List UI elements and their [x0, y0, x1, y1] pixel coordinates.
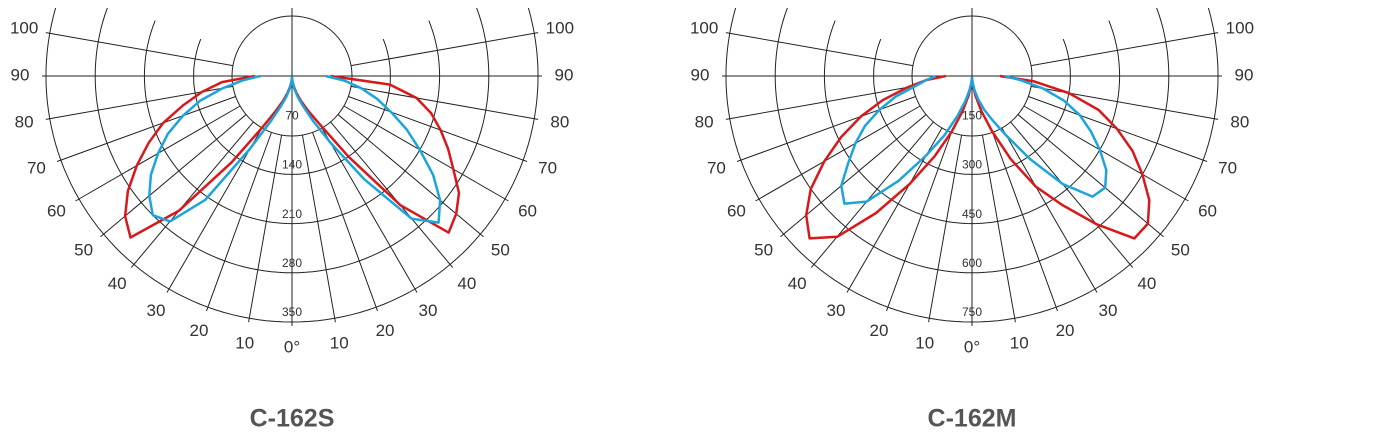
- curve: [148, 74, 442, 224]
- grid-spoke: [928, 135, 963, 323]
- grid-spoke: [45, 32, 233, 67]
- grid-spoke: [337, 114, 484, 238]
- chart-title: C-162M: [928, 405, 1017, 433]
- angle-label: 80: [550, 113, 569, 132]
- angle-label: 100: [690, 18, 718, 37]
- grid-spoke: [780, 114, 927, 238]
- angle-label: 60: [1198, 201, 1217, 220]
- grid-spoke: [166, 127, 263, 293]
- grid-spoke: [130, 121, 254, 268]
- angle-label: 60: [518, 201, 537, 220]
- angle-label: 60: [727, 201, 746, 220]
- radial-label: 280: [282, 256, 302, 270]
- grid-spoke: [1031, 32, 1219, 67]
- chart-title: C-162S: [250, 405, 335, 433]
- grid-spoke: [1017, 114, 1164, 238]
- angle-label: 80: [695, 113, 714, 132]
- radial-label: 600: [962, 256, 982, 270]
- angle-label: 30: [419, 301, 438, 320]
- polar-grid: [722, 8, 1222, 326]
- grid-spoke: [321, 127, 418, 293]
- grid-spoke: [1031, 85, 1219, 120]
- grid-spoke: [725, 85, 913, 120]
- angle-label: 50: [754, 240, 773, 259]
- grid-spoke: [755, 105, 921, 202]
- angle-label: 100: [10, 18, 38, 37]
- grid-spoke: [56, 96, 236, 162]
- radial-label: 70: [285, 108, 299, 122]
- radial-label: 150: [962, 108, 982, 122]
- angle-label: 80: [1230, 113, 1249, 132]
- grid-spoke: [810, 121, 934, 268]
- angle-label: 100: [1226, 18, 1254, 37]
- angle-label: 50: [74, 240, 93, 259]
- angle-label: 50: [491, 240, 510, 259]
- curve: [840, 74, 1108, 205]
- grid-spoke: [351, 85, 539, 120]
- grid-spoke: [301, 135, 336, 323]
- grid-spoke: [1001, 127, 1098, 293]
- angle-label: 70: [707, 159, 726, 178]
- grid-spoke: [1023, 105, 1189, 202]
- radial-label: 300: [962, 158, 982, 172]
- grid-spoke: [348, 96, 528, 162]
- grid-spoke: [886, 132, 952, 312]
- angle-label: 70: [538, 159, 557, 178]
- angle-label: 30: [147, 301, 166, 320]
- grid-spoke: [248, 135, 283, 323]
- radial-label: 140: [282, 158, 302, 172]
- angle-label: 0°: [964, 337, 980, 356]
- angle-label: 90: [11, 65, 30, 84]
- grid-spoke: [725, 32, 913, 67]
- plot-layer: [42, 8, 1222, 326]
- radial-label: 750: [962, 305, 982, 319]
- radial-label: 350: [282, 305, 302, 319]
- grid-spoke: [736, 96, 916, 162]
- polar-grid: [42, 8, 542, 326]
- angle-label: 80: [15, 113, 34, 132]
- angle-label: 20: [190, 321, 209, 340]
- angle-label: 10: [915, 333, 934, 352]
- angle-label: 30: [1099, 301, 1118, 320]
- angle-label: 90: [555, 65, 574, 84]
- angle-label: 100: [546, 18, 574, 37]
- angle-label: 40: [1137, 274, 1156, 293]
- angle-label: 60: [47, 201, 66, 220]
- angle-label: 40: [457, 274, 476, 293]
- angle-label: 90: [1235, 65, 1254, 84]
- grid-spoke: [992, 132, 1058, 312]
- angle-label: 20: [1056, 321, 1075, 340]
- angle-label: 40: [108, 274, 127, 293]
- grid-spoke: [330, 121, 454, 268]
- angle-label: 10: [235, 333, 254, 352]
- angle-label: 70: [1218, 159, 1237, 178]
- angle-label: 0°: [284, 337, 300, 356]
- grid-spoke: [206, 132, 272, 312]
- angle-label: 50: [1171, 240, 1190, 259]
- grid-spoke: [312, 132, 378, 312]
- radial-label: 210: [282, 207, 302, 221]
- angle-label: 70: [27, 159, 46, 178]
- angle-label: 90: [691, 65, 710, 84]
- label-layer: 100 90 80 70 60 50 40 30 20 10 0° 10 20 30 40 50 60 70 80 9…: [10, 18, 1254, 432]
- angle-label: 40: [788, 274, 807, 293]
- grid-spoke: [1010, 121, 1134, 268]
- angle-label: 10: [330, 333, 349, 352]
- angle-label: 20: [376, 321, 395, 340]
- grid-spoke: [343, 105, 509, 202]
- grid-spoke: [351, 32, 539, 67]
- grid-spoke: [981, 135, 1016, 323]
- radial-label: 450: [962, 207, 982, 221]
- angle-label: 10: [1010, 333, 1029, 352]
- angle-label: 30: [827, 301, 846, 320]
- angle-label: 20: [870, 321, 889, 340]
